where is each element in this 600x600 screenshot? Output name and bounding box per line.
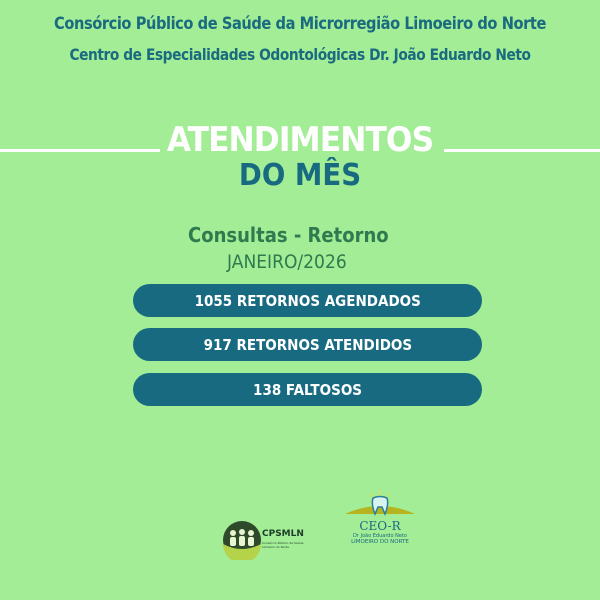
- cpsmln-text: CPSMLN: [262, 529, 304, 539]
- title-line-1: ATENDIMENTOS: [166, 120, 434, 160]
- ceo-line3: LIMOEIRO DO NORTE: [351, 539, 409, 545]
- stat-label: 917 RETORNOS ATENDIDOS: [203, 335, 412, 354]
- period-label: JANEIRO/2026: [227, 251, 347, 273]
- category-label: Consultas - Retorno: [188, 223, 389, 247]
- cpsmln-subtext: Consórcio Público de Saúde Limoeiro do N…: [262, 541, 304, 549]
- header-line-1: Consórcio Público de Saúde da Microrregi…: [54, 14, 546, 34]
- stat-label: 138 FALTOSOS: [253, 380, 362, 399]
- people-icon: [223, 521, 261, 563]
- tooth-icon: [345, 490, 415, 516]
- stat-scheduled: 1055 RETORNOS AGENDADOS: [133, 284, 482, 317]
- title-line-2: DO MÊS: [238, 158, 362, 193]
- cpsmln-logo: CPSMLN Consórcio Público de Saúde Limoei…: [222, 520, 342, 563]
- ceo-text: CEO-R: [359, 519, 401, 533]
- stat-missed: 138 FALTOSOS: [133, 373, 482, 406]
- divider-left: [0, 149, 160, 152]
- stat-label: 1055 RETORNOS AGENDADOS: [194, 291, 421, 310]
- ceo-line2: Dr João Eduardo Neto: [353, 533, 407, 539]
- stat-attended: 917 RETORNOS ATENDIDOS: [133, 328, 482, 361]
- divider-right: [444, 149, 600, 152]
- ceo-logo: CEO-R Dr João Eduardo Neto LIMOEIRO DO N…: [340, 490, 420, 552]
- header-line-2: Centro de Especialidades Odontológicas D…: [69, 45, 531, 64]
